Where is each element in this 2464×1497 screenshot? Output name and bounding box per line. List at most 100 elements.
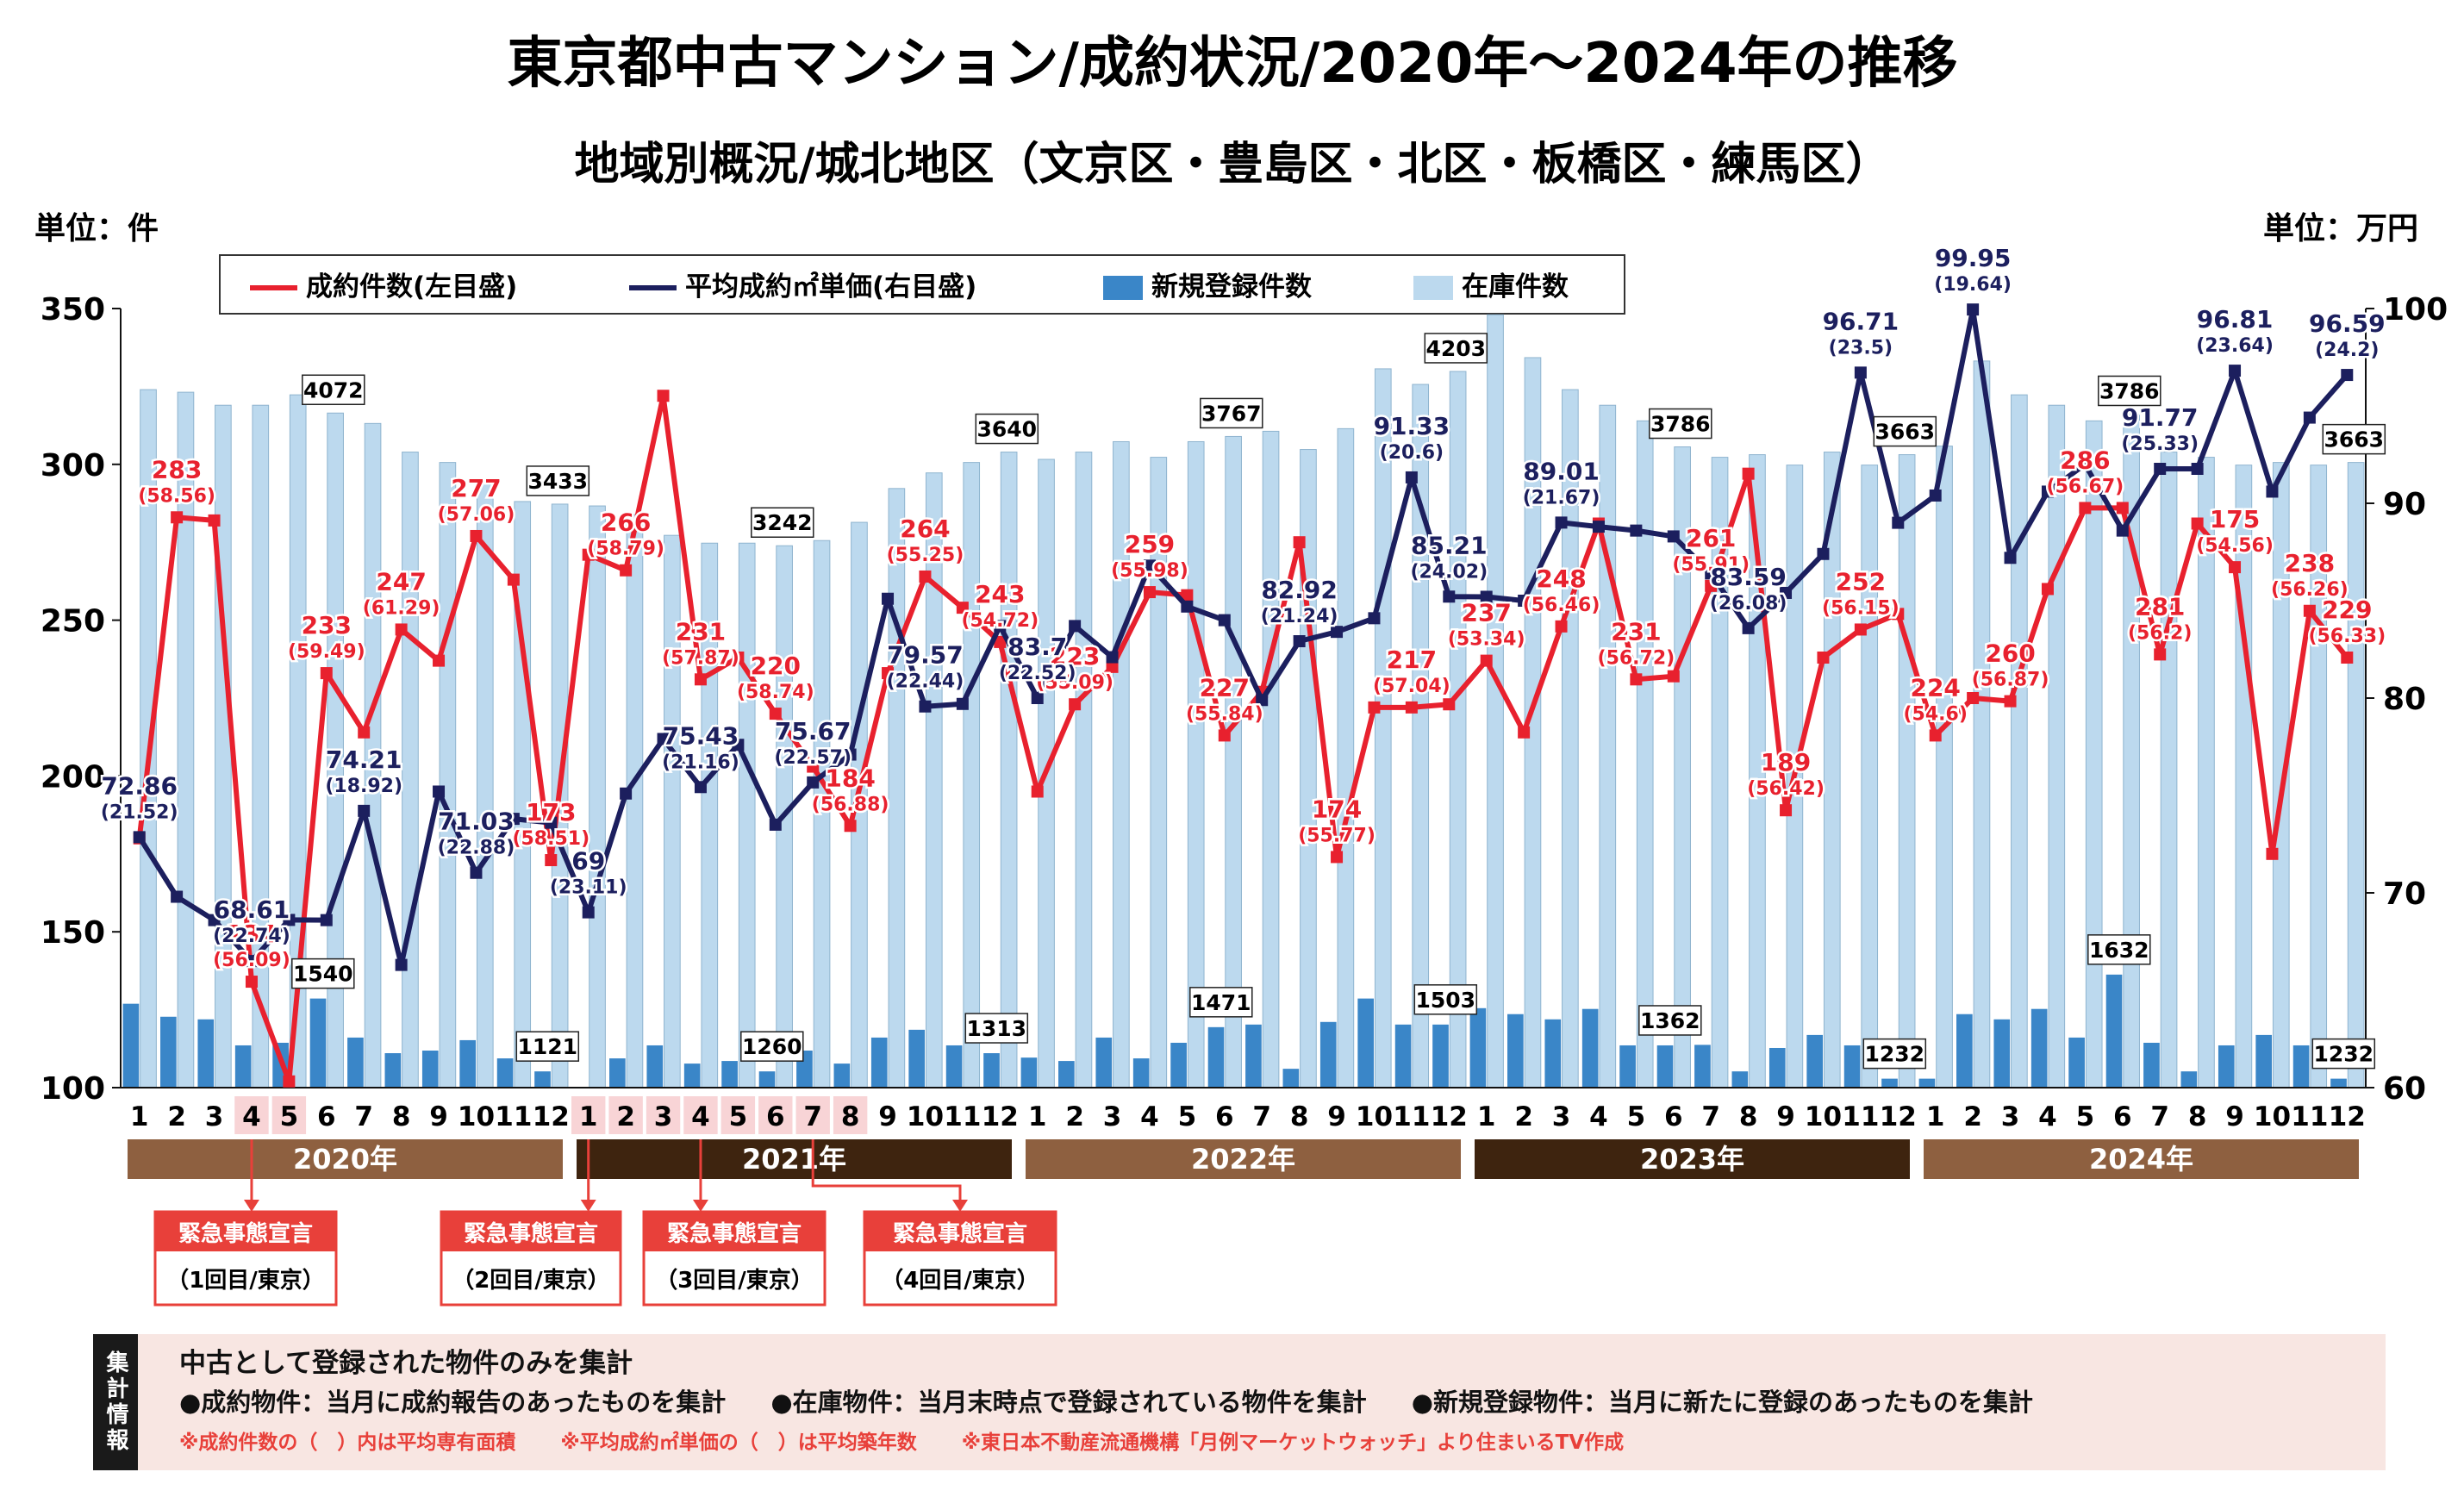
y-right-tick-label: 90 bbox=[2383, 487, 2426, 522]
new-bar bbox=[983, 1053, 1000, 1088]
y-left-tick-label: 300 bbox=[41, 448, 105, 483]
notes-tag: 集計情報 bbox=[93, 1334, 138, 1470]
emergency-subtitle: （3回目/東京） bbox=[655, 1267, 814, 1294]
price-label-annotation: (22.88) bbox=[438, 838, 515, 859]
new-bar bbox=[1507, 1014, 1524, 1088]
price-label-annotation: (22.57) bbox=[774, 747, 851, 769]
price-point bbox=[694, 781, 707, 794]
new-bar bbox=[609, 1058, 626, 1088]
price-point bbox=[1742, 621, 1755, 634]
stock-bar bbox=[1262, 430, 1280, 1088]
contract-label-value: 259 bbox=[1125, 530, 1175, 558]
new-bar bbox=[2255, 1034, 2273, 1088]
new-label-box bbox=[1413, 984, 1478, 1015]
emergency-arrow bbox=[243, 1200, 259, 1212]
stock-label-box bbox=[2322, 423, 2386, 455]
month-label: 11 bbox=[1842, 1101, 1879, 1132]
price-point bbox=[133, 831, 146, 844]
contract-label-value: 243 bbox=[975, 580, 1025, 608]
contract-label-value: 189 bbox=[1761, 748, 1811, 777]
price-label-annotation: (21.67) bbox=[1523, 487, 1600, 508]
price-label-annotation: (21.52) bbox=[101, 802, 178, 823]
stock-label: 4203 bbox=[1425, 336, 1486, 361]
new-label: 1260 bbox=[742, 1034, 802, 1059]
emergency-title: 緊急事態宣言 bbox=[667, 1220, 802, 1247]
contract-label-annotation: (56.15) bbox=[1822, 597, 1899, 619]
month-label: 10 bbox=[1805, 1101, 1842, 1132]
month-highlight bbox=[271, 1096, 307, 1134]
new-bar bbox=[234, 1045, 252, 1088]
contract-point bbox=[1293, 536, 1306, 549]
new-bar bbox=[1918, 1078, 1936, 1088]
price-point bbox=[807, 776, 820, 789]
new-label: 1232 bbox=[1864, 1042, 1924, 1067]
contract-point bbox=[1069, 698, 1082, 711]
stock-bar bbox=[2048, 404, 2066, 1088]
contract-point bbox=[657, 390, 670, 402]
contract-point bbox=[807, 760, 820, 773]
price-point bbox=[1256, 694, 1269, 707]
new-bar bbox=[1768, 1047, 1786, 1088]
stock-label-box bbox=[302, 374, 365, 406]
month-label: 3 bbox=[1103, 1101, 1122, 1132]
price-label-annotation: (23.11) bbox=[550, 877, 627, 899]
month-label: 5 bbox=[1178, 1101, 1197, 1132]
new-bar bbox=[459, 1039, 477, 1088]
price-point bbox=[1106, 651, 1119, 664]
month-label: 1 bbox=[1028, 1101, 1047, 1132]
price-label-annotation: (21.24) bbox=[1261, 606, 1338, 627]
new-label: 1121 bbox=[517, 1034, 577, 1059]
price-label-annotation: (22.44) bbox=[887, 671, 964, 693]
new-bar bbox=[1956, 1014, 1973, 1088]
month-label: 4 bbox=[2038, 1101, 2057, 1132]
notes-line1: 中古として登録された物件のみを集計 bbox=[179, 1348, 633, 1379]
price-label-value: 91.33 bbox=[1374, 412, 1450, 440]
contract-point bbox=[2303, 604, 2316, 617]
new-bar bbox=[945, 1045, 963, 1088]
contract-label-value: 286 bbox=[2060, 446, 2110, 474]
year-band bbox=[1924, 1139, 2359, 1179]
month-label: 6 bbox=[1215, 1101, 1234, 1132]
contract-point bbox=[1854, 623, 1867, 636]
emergency-subtitle: （1回目/東京） bbox=[166, 1267, 325, 1294]
contract-point bbox=[732, 651, 745, 664]
price-point bbox=[2041, 485, 2054, 498]
contract-point bbox=[1143, 586, 1156, 599]
new-bar bbox=[1357, 998, 1375, 1088]
month-highlight bbox=[795, 1096, 830, 1134]
y-left-tick-label: 350 bbox=[41, 292, 105, 327]
new-bar bbox=[758, 1071, 776, 1088]
price-label-annotation: (18.92) bbox=[325, 776, 402, 797]
stock-label: 3640 bbox=[976, 417, 1037, 442]
legend-label-stock: 在庫件数 bbox=[1462, 271, 1569, 303]
new-label: 1632 bbox=[2089, 938, 2149, 963]
price-label-annotation: (22.74) bbox=[213, 926, 290, 947]
contract-point bbox=[1480, 654, 1493, 667]
contract-point bbox=[2191, 517, 2204, 530]
contract-point bbox=[1892, 608, 1905, 621]
contract-point bbox=[545, 854, 558, 867]
stock-label: 3433 bbox=[527, 469, 588, 494]
month-label: 8 bbox=[392, 1101, 411, 1132]
price-point bbox=[2191, 462, 2204, 475]
price-label-annotation: (26.08) bbox=[1710, 593, 1787, 614]
contract-label-value: 283 bbox=[152, 455, 202, 483]
emergency-header bbox=[864, 1212, 1056, 1251]
stock-label: 3663 bbox=[2324, 427, 2384, 452]
contract-point bbox=[694, 673, 707, 686]
stock-bar bbox=[2160, 452, 2178, 1088]
new-bar bbox=[1319, 1021, 1337, 1088]
new-label: 1503 bbox=[1415, 988, 1475, 1013]
unit-left: 単位：件 bbox=[34, 211, 159, 246]
new-bar bbox=[421, 1051, 439, 1088]
contract-label-value: 175 bbox=[2210, 505, 2260, 533]
month-label: 8 bbox=[1739, 1101, 1758, 1132]
stock-label-box bbox=[526, 465, 590, 496]
contract-label-value: 217 bbox=[1387, 646, 1437, 674]
contract-point bbox=[844, 820, 857, 833]
contract-point bbox=[358, 726, 371, 739]
new-bar bbox=[2292, 1045, 2310, 1088]
contract-label-value: 231 bbox=[676, 617, 726, 646]
contract-point bbox=[1106, 660, 1119, 673]
stock-bar bbox=[1075, 452, 1093, 1088]
